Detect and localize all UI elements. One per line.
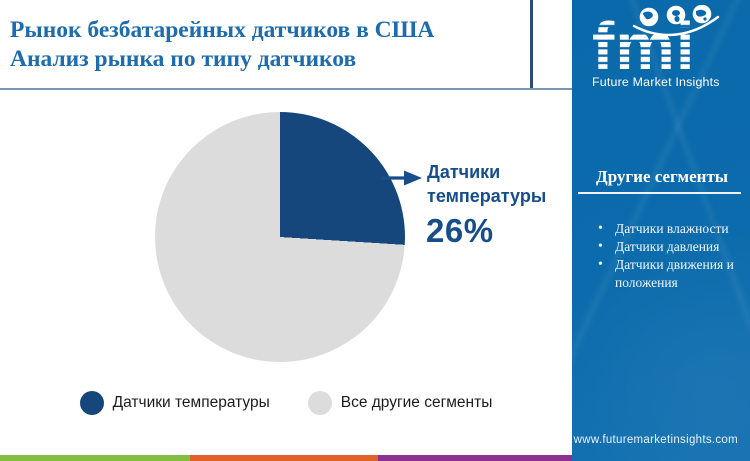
sidebar: fmi Future Market Insights Другие сегмен… bbox=[572, 0, 750, 461]
sidebar-bullet-list: Датчики влажности Датчики давления Датчи… bbox=[596, 220, 746, 292]
horizontal-divider bbox=[0, 88, 572, 90]
list-item-motion: Датчики движения и положения bbox=[596, 256, 746, 292]
callout-value: 26% bbox=[426, 212, 494, 249]
legend-item-others: Все другие сегменты bbox=[307, 391, 493, 415]
pie-chart bbox=[155, 112, 405, 362]
legend-swatch-temperature bbox=[79, 391, 104, 415]
footer-stripe-green bbox=[0, 455, 190, 461]
fmi-tagline: Future Market Insights bbox=[592, 75, 720, 89]
chart-legend: Датчики температуры Все другие сегменты bbox=[0, 391, 572, 415]
page-title: Рынок безбатарейных датчиков в США Анали… bbox=[10, 16, 525, 73]
title-line-1: Рынок безбатарейных датчиков в США bbox=[10, 17, 435, 43]
vertical-divider bbox=[530, 0, 533, 89]
list-item-humidity: Датчики влажности bbox=[596, 220, 746, 238]
fmi-logo: fmi Future Market Insights bbox=[592, 5, 720, 89]
legend-item-temperature: Датчики температуры bbox=[79, 391, 270, 415]
website-url-link[interactable]: www.futuremarketinsights.com bbox=[573, 434, 738, 446]
callout-label: Датчики температуры bbox=[427, 162, 547, 206]
sidebar-heading: Другие сегменты bbox=[596, 167, 729, 186]
swoosh-arc bbox=[632, 15, 720, 37]
globe-europe-icon bbox=[666, 5, 686, 25]
list-item-pressure: Датчики давления bbox=[596, 238, 746, 256]
callout-arrow-icon bbox=[381, 170, 422, 186]
legend-label-others: Все другие сегменты bbox=[340, 394, 493, 411]
footer-stripe-purple bbox=[378, 455, 572, 461]
globe-asia-icon bbox=[692, 5, 712, 24]
legend-label-temperature: Датчики температуры bbox=[112, 394, 270, 411]
sidebar-heading-underline bbox=[578, 192, 741, 194]
footer-stripe-orange bbox=[190, 455, 378, 461]
title-line-2: Анализ рынка по типу датчиков bbox=[10, 45, 357, 72]
legend-swatch-others bbox=[307, 391, 332, 415]
globe-americas-icon bbox=[639, 7, 659, 27]
